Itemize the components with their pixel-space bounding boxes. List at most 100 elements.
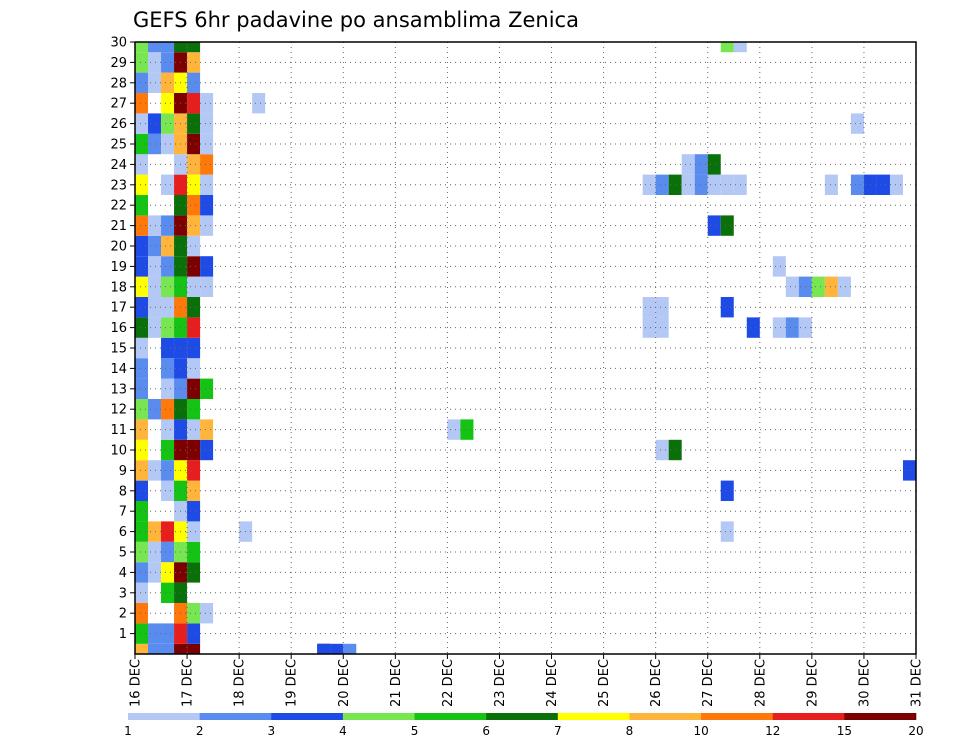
heatmap-cell bbox=[161, 541, 175, 563]
heatmap-cell bbox=[148, 113, 162, 134]
heatmap-cell bbox=[707, 174, 721, 195]
y-tick-label: 16 bbox=[110, 321, 127, 336]
heatmap-cell bbox=[785, 317, 799, 338]
heatmap-cell bbox=[135, 439, 149, 461]
heatmap-cell bbox=[161, 399, 175, 420]
x-tick-label: 27 DEC bbox=[701, 659, 716, 707]
heatmap-cell bbox=[187, 378, 201, 399]
x-tick-label: 31 DEC bbox=[910, 659, 925, 707]
heatmap-cell bbox=[161, 317, 175, 338]
heatmap-cell bbox=[772, 317, 786, 338]
heatmap-cell bbox=[161, 42, 175, 53]
x-tick-label: 26 DEC bbox=[649, 659, 664, 707]
heatmap-cell bbox=[161, 562, 175, 583]
heatmap-cell bbox=[187, 480, 201, 501]
colorbar-label: 20 bbox=[908, 724, 923, 738]
grid-lines bbox=[135, 42, 916, 654]
x-tick-label: 28 DEC bbox=[753, 659, 768, 707]
heatmap-cell bbox=[135, 562, 149, 583]
heatmap-cell bbox=[161, 480, 175, 501]
heatmap-cell bbox=[135, 154, 149, 175]
heatmap-cell bbox=[720, 297, 734, 318]
colorbar-label: 3 bbox=[267, 724, 275, 738]
heatmap-cell bbox=[681, 154, 695, 175]
heatmap-cell bbox=[720, 521, 734, 542]
heatmap-cell bbox=[148, 623, 162, 644]
heatmap-cell bbox=[746, 317, 760, 338]
heatmap-cell bbox=[135, 215, 149, 236]
heatmap-cell bbox=[720, 42, 734, 53]
heatmap-cell bbox=[655, 317, 669, 338]
heatmap-cell bbox=[148, 72, 162, 93]
heatmap-cell bbox=[148, 256, 162, 277]
heatmap-cell bbox=[187, 358, 201, 379]
heatmap-cell bbox=[135, 541, 149, 563]
heatmap-cell bbox=[148, 235, 162, 257]
colorbar-label: 6 bbox=[482, 724, 490, 738]
y-tick-label: 18 bbox=[110, 280, 127, 295]
y-tick-label: 8 bbox=[119, 484, 127, 499]
heatmap-cell bbox=[187, 501, 201, 522]
y-tick-label: 5 bbox=[119, 546, 127, 561]
heatmap-cell bbox=[148, 460, 162, 481]
colorbar: 1 2 3 4 5 6 7 8 10 12 15 20 bbox=[124, 713, 924, 738]
heatmap-cell bbox=[135, 337, 149, 359]
heatmap-cell bbox=[161, 337, 175, 359]
heatmap-cell bbox=[187, 337, 201, 359]
heatmap-cell bbox=[148, 562, 162, 583]
heatmap-cell bbox=[148, 215, 162, 236]
colorbar-swatch bbox=[772, 713, 845, 720]
colorbar-label: 1 bbox=[124, 724, 132, 738]
heatmap-cell bbox=[161, 174, 175, 195]
heatmap-cell bbox=[720, 480, 734, 501]
heatmap-cell bbox=[148, 399, 162, 420]
heatmap-cell bbox=[148, 52, 162, 73]
colorbar-swatch bbox=[414, 713, 487, 720]
colorbar-label: 8 bbox=[626, 724, 634, 738]
y-tick-label: 10 bbox=[110, 444, 127, 459]
heatmap-cell bbox=[681, 174, 695, 195]
x-tick-label: 30 DEC bbox=[857, 659, 872, 707]
y-tick-label: 28 bbox=[110, 76, 127, 91]
heatmap-cell bbox=[161, 113, 175, 134]
x-axis-ticks: 16 DEC 17 DEC 18 DEC 19 DEC 20 DEC 21 DEC 22 D… bbox=[129, 654, 925, 707]
x-tick-label: 18 DEC bbox=[233, 659, 248, 707]
heatmap-cell bbox=[135, 460, 149, 481]
heatmap-cell bbox=[161, 521, 175, 542]
y-tick-label: 4 bbox=[119, 566, 127, 581]
heatmap-cell bbox=[200, 215, 214, 236]
heatmap-cell bbox=[655, 174, 669, 195]
heatmap-cell bbox=[135, 42, 149, 53]
heatmap-cell bbox=[135, 256, 149, 277]
heatmap-cell bbox=[876, 174, 890, 195]
heatmap-cell bbox=[161, 439, 175, 461]
heatmap-cell bbox=[135, 276, 149, 297]
colorbar-swatch bbox=[128, 713, 200, 720]
heatmap-cell bbox=[148, 42, 162, 53]
heatmap-cell bbox=[148, 643, 162, 654]
heatmap-cell bbox=[135, 113, 149, 134]
y-tick-label: 20 bbox=[110, 240, 127, 255]
y-tick-label: 2 bbox=[119, 607, 127, 622]
y-tick-label: 6 bbox=[119, 525, 127, 540]
heatmap-cell bbox=[187, 603, 201, 624]
heatmap-cell bbox=[655, 297, 669, 318]
heatmap-cell bbox=[187, 174, 201, 195]
heatmap-cell bbox=[135, 603, 149, 624]
heatmap-cell bbox=[850, 174, 864, 195]
heatmap-cell bbox=[694, 154, 708, 175]
heatmap-cell bbox=[135, 399, 149, 420]
heatmap-cell bbox=[135, 52, 149, 73]
heatmap-cell bbox=[161, 643, 175, 654]
heatmap-cell bbox=[187, 72, 201, 93]
heatmap-cell bbox=[187, 154, 201, 175]
y-tick-label: 11 bbox=[110, 423, 127, 438]
colorbar-swatch bbox=[629, 713, 702, 720]
heatmap-cell bbox=[187, 215, 201, 236]
heatmap-cell bbox=[174, 42, 188, 53]
heatmap-cell bbox=[785, 276, 799, 297]
x-tick-label: 25 DEC bbox=[597, 659, 612, 707]
heatmap-cell bbox=[161, 93, 175, 114]
heatmap-cells bbox=[135, 42, 916, 654]
